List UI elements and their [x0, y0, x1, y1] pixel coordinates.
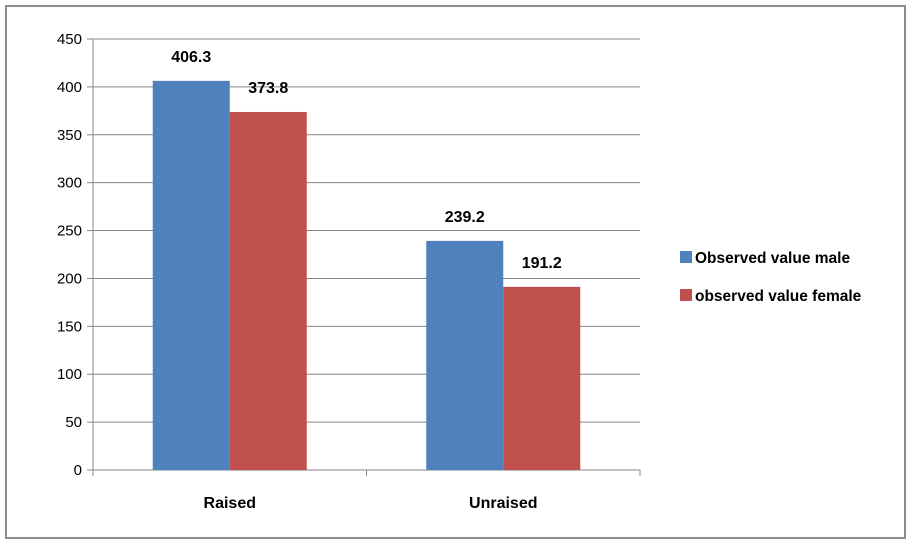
- bar-female-unraised: [503, 286, 581, 470]
- y-tick-label: 350: [57, 127, 82, 144]
- y-tick-label: 200: [57, 270, 82, 287]
- data-label: 191.2: [522, 255, 562, 272]
- data-label: 239.2: [445, 209, 485, 226]
- bar-male-unraised: [426, 240, 504, 470]
- bar-female-raised: [229, 111, 307, 470]
- y-tick-label: 100: [57, 366, 82, 383]
- legend-label: observed value female: [695, 288, 862, 305]
- bar-chart: 0 50 100 150 200 250 300 350 400 450 406.3 373.8 Rai…: [57, 31, 862, 512]
- y-tick-label: 250: [57, 223, 82, 240]
- y-tick-label: 400: [57, 79, 82, 96]
- data-label: 406.3: [171, 49, 211, 66]
- y-tick-label: 300: [57, 175, 82, 192]
- y-tick-label: 450: [57, 31, 82, 48]
- x-category-label: Raised: [204, 495, 256, 512]
- legend-swatch: [680, 289, 692, 301]
- data-label: 373.8: [248, 80, 288, 97]
- chart-frame: 0 50 100 150 200 250 300 350 400 450 406.3 373.8 Rai…: [5, 5, 906, 539]
- legend-label: Observed value male: [695, 250, 850, 267]
- y-tick-label: 150: [57, 318, 82, 335]
- x-category-label: Unraised: [469, 495, 537, 512]
- y-tick-label: 0: [74, 462, 82, 479]
- bar-male-raised: [152, 80, 230, 470]
- y-tick-label: 50: [65, 414, 82, 431]
- legend-swatch: [680, 251, 692, 263]
